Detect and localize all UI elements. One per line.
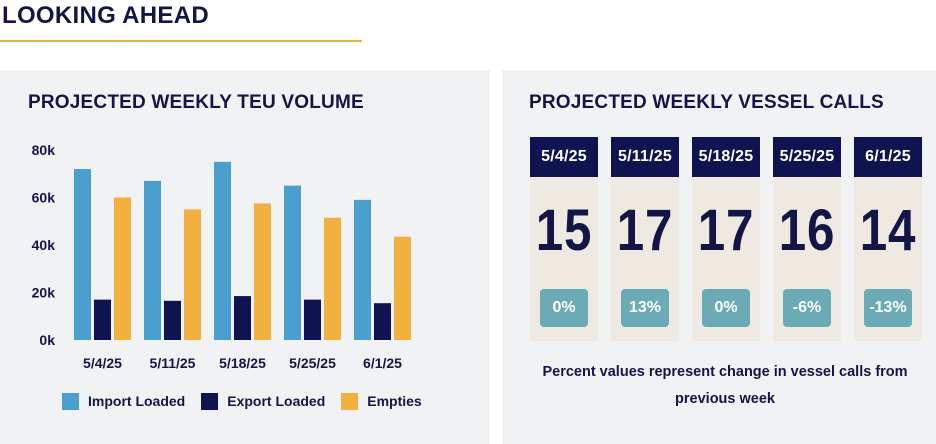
week-body: 15 0% [530, 177, 598, 341]
bar-import-loaded [284, 185, 301, 340]
legend-swatch [62, 392, 79, 410]
vessel-call-count: 17 [616, 198, 674, 263]
percent-note: Percent values represent change in vesse… [542, 364, 908, 407]
teu-volume-panel: PROJECTED WEEKLY TEU VOLUME 0k 20k 40k 60k 8… [0, 70, 490, 444]
bar-export-loaded [304, 299, 321, 340]
bar-empties [114, 197, 131, 340]
vessel-call-count: 16 [778, 198, 836, 263]
percent-change-badge: 0% [702, 289, 750, 327]
legend-label: Export Loaded [227, 393, 326, 409]
bar-export-loaded [94, 299, 111, 340]
y-tick-label: 60k [32, 190, 56, 206]
week-column: 6/1/25 14 -13% [854, 137, 922, 341]
bar-empties [324, 217, 341, 340]
percent-change-badge: -6% [783, 289, 831, 327]
y-tick-label: 0k [39, 332, 55, 348]
legend-swatch [201, 392, 219, 410]
bar-import-loaded [214, 161, 231, 340]
bar-export-loaded [234, 296, 251, 340]
week-date: 5/11/25 [611, 137, 679, 177]
section-underline [0, 40, 362, 42]
percent-change-badge: -13% [864, 289, 912, 327]
section-title: LOOKING AHEAD [2, 2, 210, 29]
x-tick-label: 5/25/25 [289, 355, 336, 371]
teu-panel-title: PROJECTED WEEKLY TEU VOLUME [28, 92, 364, 113]
legend-item: Empties [341, 392, 422, 410]
week-column: 5/4/25 15 0% [530, 137, 598, 341]
week-body: 17 0% [692, 177, 760, 341]
teu-bar-chart: 0k 20k 40k 60k 80k 5/4/25 5/11/25 5/18/25 5/25/2… [32, 142, 411, 371]
week-body: 16 -6% [773, 177, 841, 341]
y-tick-label: 80k [32, 142, 56, 158]
vessel-call-count: 17 [697, 198, 755, 263]
bar-import-loaded [144, 180, 161, 340]
week-date: 6/1/25 [854, 137, 922, 177]
vessel-calls-panel: PROJECTED WEEKLY VESSEL CALLS 5/4/25 15 … [502, 70, 936, 444]
week-date: 5/25/25 [773, 137, 841, 177]
week-column: 5/25/25 16 -6% [773, 137, 841, 341]
x-tick-label: 5/18/25 [219, 355, 266, 371]
vessel-call-count: 14 [859, 198, 917, 263]
bar-export-loaded [374, 303, 391, 340]
vessel-call-count: 15 [535, 198, 593, 263]
week-column: 5/18/25 17 0% [692, 137, 760, 341]
legend-label: Empties [367, 393, 422, 409]
week-date: 5/18/25 [692, 137, 760, 177]
percent-change-badge: 0% [540, 289, 588, 327]
y-tick-label: 40k [32, 237, 56, 253]
bar-export-loaded [164, 300, 181, 340]
legend-swatch [341, 392, 359, 410]
x-tick-label: 5/4/25 [83, 355, 122, 371]
percent-change-badge: 13% [621, 289, 669, 327]
bar-import-loaded [74, 169, 91, 340]
week-body: 17 13% [611, 177, 679, 341]
legend-label: Import Loaded [88, 393, 186, 409]
week-column: 5/11/25 17 13% [611, 137, 679, 341]
legend-item: Import Loaded [62, 392, 186, 410]
week-date: 5/4/25 [530, 137, 598, 177]
x-tick-label: 5/11/25 [150, 355, 196, 371]
x-tick-label: 6/1/25 [363, 355, 402, 371]
bar-empties [394, 236, 411, 340]
y-tick-label: 20k [32, 285, 56, 301]
vessel-panel-title: PROJECTED WEEKLY VESSEL CALLS [529, 92, 884, 113]
bar-import-loaded [354, 199, 371, 340]
chart-legend: Import Loaded Export Loaded Empties [62, 390, 438, 412]
bar-empties [254, 203, 271, 340]
week-body: 14 -13% [854, 177, 922, 341]
bar-empties [184, 209, 201, 340]
legend-item: Export Loaded [201, 392, 326, 410]
